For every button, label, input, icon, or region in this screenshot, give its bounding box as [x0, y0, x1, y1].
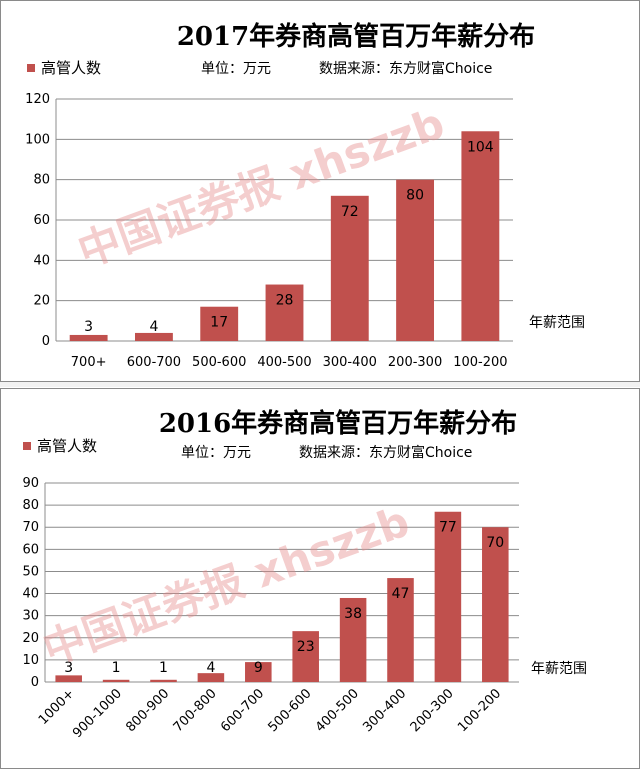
data-label: 47: [392, 586, 410, 602]
bar: [434, 511, 462, 682]
bar: [482, 527, 509, 682]
bar: [265, 284, 304, 341]
unit-label: 单位：万元: [181, 445, 251, 461]
plot-area: 0 20 40 60 80 100 120 3 700+ 4 600-700 17 500-600 28 4…: [25, 92, 513, 370]
data-label: 3: [84, 319, 93, 335]
source-label: 数据来源：东方财富Choice: [319, 60, 492, 77]
data-label: 70: [486, 535, 504, 551]
y-tick-label: 50: [22, 564, 39, 579]
x-tick-label: 700+: [71, 355, 107, 370]
bar: [461, 131, 500, 341]
data-label: 4: [206, 660, 215, 676]
y-tick-label: 0: [42, 334, 50, 349]
data-label: 17: [210, 315, 228, 331]
y-tick-label: 40: [33, 253, 50, 268]
y-tick-label: 90: [22, 476, 39, 491]
legend-swatch: [27, 64, 35, 72]
data-label: 23: [297, 639, 315, 655]
y-tick-label: 120: [25, 92, 50, 107]
bar: [339, 597, 367, 682]
x-axis-title: 年薪范围: [531, 660, 587, 677]
y-tick-label: 100: [25, 132, 50, 147]
legend-label: 高管人数: [37, 437, 97, 455]
bar: [387, 578, 414, 682]
data-label: 1: [112, 660, 121, 676]
y-tick-label: 30: [22, 609, 39, 624]
y-tick-label: 0: [31, 675, 39, 690]
data-label: 80: [406, 188, 424, 204]
bar: [150, 679, 177, 682]
source-label: 数据来源：东方财富Choice: [299, 444, 472, 461]
x-tick-label: 200-300: [408, 686, 457, 735]
legend-label: 高管人数: [41, 59, 101, 77]
data-label: 72: [341, 204, 359, 220]
x-tick-label: 900-1000: [70, 686, 125, 741]
unit-label: 单位：万元: [201, 61, 271, 77]
x-tick-label: 500-600: [192, 355, 246, 370]
x-tick-label: 1000+: [36, 686, 78, 728]
chart-2016: 2016年券商高管百万年薪分布 高管人数 单位：万元 数据来源：东方财富Choi…: [22, 408, 587, 741]
x-tick-label: 500-600: [266, 686, 315, 735]
bar: [330, 195, 369, 341]
bar: [200, 306, 239, 341]
data-label: 38: [344, 606, 362, 622]
y-tick-label: 60: [22, 542, 39, 557]
chart-title: 2017年券商高管百万年薪分布: [177, 21, 535, 52]
y-tick-label: 20: [22, 631, 39, 646]
x-tick-label: 300-400: [360, 686, 409, 735]
y-tick-label: 20: [33, 294, 50, 309]
data-label: 4: [149, 319, 158, 335]
x-axis-title: 年薪范围: [529, 314, 585, 331]
bar: [55, 675, 82, 682]
bar: [102, 679, 130, 682]
x-tick-label: 100-200: [455, 686, 504, 735]
y-tick-label: 80: [33, 173, 50, 188]
bar: [292, 631, 319, 682]
legend-swatch: [23, 442, 31, 450]
data-label: 9: [254, 660, 263, 676]
x-tick-label: 600-700: [218, 686, 267, 735]
bar: [69, 334, 108, 341]
y-tick-label: 80: [22, 498, 39, 513]
bar: [245, 662, 272, 682]
chart-title: 2016年券商高管百万年薪分布: [159, 408, 517, 439]
bar: [396, 179, 435, 341]
chart-panel-2017: 2017年券商高管百万年薪分布 高管人数 单位：万元 数据来源：东方财富Choi…: [0, 0, 640, 382]
x-tick-label: 100-200: [453, 355, 507, 370]
x-tick-label: 800-900: [123, 686, 172, 735]
data-label: 1: [159, 660, 168, 676]
panel-separator: [0, 382, 640, 387]
y-tick-label: 40: [22, 587, 39, 602]
x-tick-label: 700-800: [171, 686, 220, 735]
chart-panel-2016: 2016年券商高管百万年薪分布 高管人数 单位：万元 数据来源：东方财富Choi…: [0, 388, 640, 769]
y-tick-label: 10: [22, 653, 39, 668]
x-tick-label: 300-400: [323, 355, 377, 370]
x-tick-label: 200-300: [388, 355, 442, 370]
x-tick-label: 600-700: [127, 355, 181, 370]
data-label: 28: [276, 293, 294, 309]
y-tick-label: 70: [22, 520, 39, 535]
y-tick-label: 60: [33, 213, 50, 228]
x-tick-label: 400-500: [257, 355, 311, 370]
watermark: 中国证券报 xhszzb: [71, 98, 450, 276]
data-label: 104: [467, 139, 494, 155]
x-tick-label: 400-500: [313, 686, 362, 735]
data-label: 77: [439, 520, 457, 536]
data-label: 3: [64, 660, 73, 676]
chart-2017: 2017年券商高管百万年薪分布 高管人数 单位：万元 数据来源：东方财富Choi…: [25, 21, 585, 370]
bar: [134, 332, 173, 341]
bar: [197, 673, 225, 682]
